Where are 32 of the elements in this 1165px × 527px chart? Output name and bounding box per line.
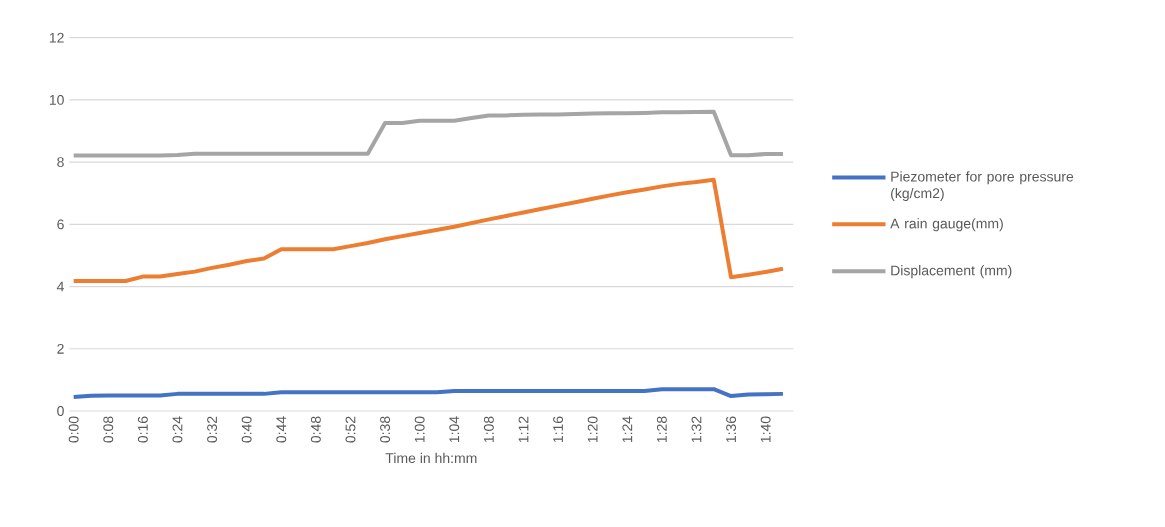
x-tick-label: 0:00 [68, 416, 79, 443]
x-tick-label: 1:24 [622, 416, 633, 443]
x-tick-label: 0:16 [137, 416, 148, 443]
y-tick-label: 8 [57, 157, 64, 168]
x-tick-label: 0:38 [380, 416, 391, 443]
x-tick-label: 1:04 [449, 416, 460, 443]
x-tick-label: 0:40 [241, 416, 252, 443]
legend-label: Displacement (mm) [891, 265, 1012, 279]
y-tick-label: 0 [57, 406, 64, 416]
x-tick-label: 1:16 [553, 416, 564, 443]
y-tick-label: 4 [56, 281, 64, 292]
x-tick-label: 1:00 [414, 416, 425, 443]
x-tick-label: 0:24 [172, 416, 183, 443]
x-tick-label: 1:40 [760, 416, 771, 443]
y-tick-label: 10 [49, 94, 64, 105]
x-tick-label: 0:32 [207, 416, 218, 443]
x-tick-label: 1:12 [518, 416, 529, 443]
legend-label: A rain gauge(mm) [890, 218, 1003, 232]
y-tick-label: 2 [57, 343, 64, 354]
y-tick-label: 6 [57, 219, 64, 230]
x-axis-title: Time in hh:mm [385, 452, 477, 464]
x-tick-label: 0:52 [345, 416, 356, 443]
x-tick-label: 1:32 [691, 416, 702, 443]
y-tick-label: 12 [49, 32, 64, 43]
x-tick-label: 0:08 [103, 416, 114, 443]
x-tick-label: 1:36 [726, 416, 737, 443]
x-tick-label: 1:20 [587, 416, 598, 443]
x-tick-label: 0:48 [310, 416, 321, 443]
legend-label: Piezometer for pore pressure (kg/cm2) [891, 171, 1074, 202]
x-tick-label: 1:08 [483, 416, 494, 443]
x-tick-label: 0:44 [276, 416, 287, 443]
x-tick-label: 1:28 [656, 416, 667, 443]
